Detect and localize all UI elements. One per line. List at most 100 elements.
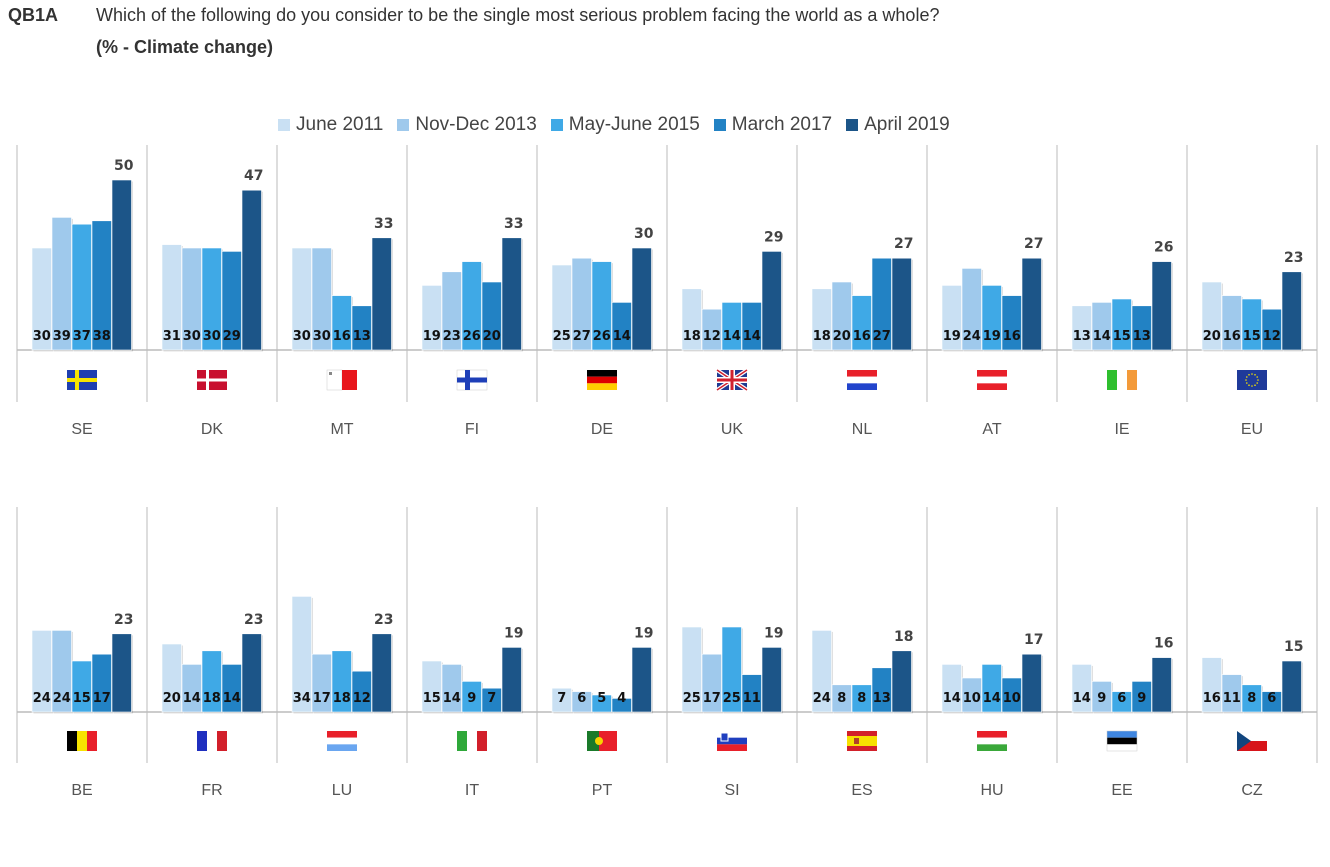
bar-de-4 xyxy=(631,247,652,351)
flag-part xyxy=(1257,379,1259,381)
value-label-latest: 33 xyxy=(374,216,393,232)
bar-si-0 xyxy=(681,626,702,713)
flag-part xyxy=(67,731,77,751)
bar-at-2 xyxy=(981,285,1002,351)
bar-cz-2 xyxy=(1241,684,1262,713)
question-code: QB1A xyxy=(8,5,59,25)
bar-uk-4 xyxy=(761,251,782,351)
value-label-latest: 15 xyxy=(1284,639,1303,655)
flag-part xyxy=(197,378,227,382)
value-label: 5 xyxy=(597,691,606,706)
bar-dk-2 xyxy=(201,247,222,351)
eu-flag-icon xyxy=(1237,370,1267,390)
bar-at-1 xyxy=(961,268,982,351)
value-label: 27 xyxy=(873,329,891,344)
bar-ee-3 xyxy=(1131,681,1152,713)
country-label-be: BE xyxy=(71,782,92,799)
flag-part xyxy=(587,376,617,384)
bar-hu-4 xyxy=(1021,653,1042,713)
value-label: 14 xyxy=(443,691,461,706)
panel-lu: 34 17 18 12 23 LU xyxy=(276,507,393,799)
value-label: 13 xyxy=(353,329,371,344)
value-label: 14 xyxy=(183,691,201,706)
value-label: 24 xyxy=(963,329,981,344)
legend-label: April 2019 xyxy=(864,114,950,135)
bar-nl-4 xyxy=(891,257,912,351)
bar-de-2 xyxy=(591,261,612,351)
value-label-latest: 23 xyxy=(114,612,133,628)
country-label-eu: EU xyxy=(1241,421,1263,438)
panel-pt: 7 6 5 4 19 PT xyxy=(536,507,653,799)
value-label: 16 xyxy=(1223,329,1241,344)
bar-fr-4 xyxy=(241,633,262,713)
value-label: 12 xyxy=(353,691,371,706)
flag-part xyxy=(847,746,877,751)
country-label-es: ES xyxy=(851,782,872,799)
value-label: 25 xyxy=(683,691,701,706)
bar-mt-2 xyxy=(331,295,352,351)
value-label: 25 xyxy=(553,329,571,344)
value-label: 30 xyxy=(293,329,311,344)
bar-eu-0 xyxy=(1201,281,1222,351)
value-label: 27 xyxy=(573,329,591,344)
value-label: 9 xyxy=(1137,691,1146,706)
value-label: 11 xyxy=(743,691,761,706)
flag-part xyxy=(1248,384,1250,386)
country-label-ee: EE xyxy=(1111,782,1132,799)
value-label: 14 xyxy=(1073,691,1091,706)
value-label: 16 xyxy=(1203,691,1221,706)
flag-part xyxy=(1251,385,1253,387)
bar-si-4 xyxy=(761,647,782,713)
legend-swatch xyxy=(397,119,410,131)
value-label-latest: 16 xyxy=(1154,636,1173,652)
legend-item-april-2019: April 2019 xyxy=(846,114,950,136)
country-label-ie: IE xyxy=(1114,421,1129,438)
bar-it-2 xyxy=(461,681,482,713)
flag-part xyxy=(1106,730,1138,752)
belgium-flag-icon xyxy=(67,731,97,751)
value-label: 6 xyxy=(1117,691,1126,706)
bar-ee-4 xyxy=(1151,657,1172,713)
flag-part xyxy=(717,731,747,738)
flag-part xyxy=(327,744,357,751)
bar-si-2 xyxy=(721,626,742,713)
bar-pt-2 xyxy=(591,694,612,713)
bar-it-3 xyxy=(481,687,502,713)
uk-flag-icon xyxy=(715,368,749,392)
bar-fi-0 xyxy=(421,285,442,351)
country-label-de: DE xyxy=(591,421,613,438)
flag-part xyxy=(847,370,877,377)
flag-part xyxy=(717,744,747,751)
value-label-latest: 30 xyxy=(634,226,654,242)
bar-fr-3 xyxy=(221,664,242,713)
country-label-dk: DK xyxy=(201,421,224,438)
flag-part xyxy=(457,377,487,383)
value-label: 29 xyxy=(223,329,241,344)
value-label: 14 xyxy=(943,691,961,706)
bar-es-1 xyxy=(831,684,852,713)
flag-part xyxy=(977,376,1007,384)
flag-part xyxy=(1237,741,1267,751)
value-label: 16 xyxy=(1003,329,1021,344)
value-label: 20 xyxy=(1203,329,1221,344)
bar-mt-4 xyxy=(371,237,392,351)
country-label-nl: NL xyxy=(852,421,873,438)
value-label: 30 xyxy=(183,329,201,344)
slovenia-flag-icon xyxy=(717,731,747,751)
bar-fi-1 xyxy=(441,271,462,351)
bar-dk-4 xyxy=(241,189,262,351)
legend-label: June 2011 xyxy=(296,114,384,135)
value-label-latest: 47 xyxy=(244,168,263,184)
bar-be-2 xyxy=(71,660,92,713)
flag-part xyxy=(67,378,97,382)
bar-ie-1 xyxy=(1091,302,1112,351)
luxembourg-flag-icon xyxy=(327,731,357,751)
value-label-latest: 19 xyxy=(634,625,653,641)
portugal-flag-icon xyxy=(587,731,617,751)
chart-subtitle: (% - Climate change) xyxy=(96,37,274,57)
flag-part xyxy=(1254,384,1256,386)
country-label-lu: LU xyxy=(332,782,352,799)
bar-mt-0 xyxy=(291,247,312,351)
bar-at-0 xyxy=(941,285,962,351)
